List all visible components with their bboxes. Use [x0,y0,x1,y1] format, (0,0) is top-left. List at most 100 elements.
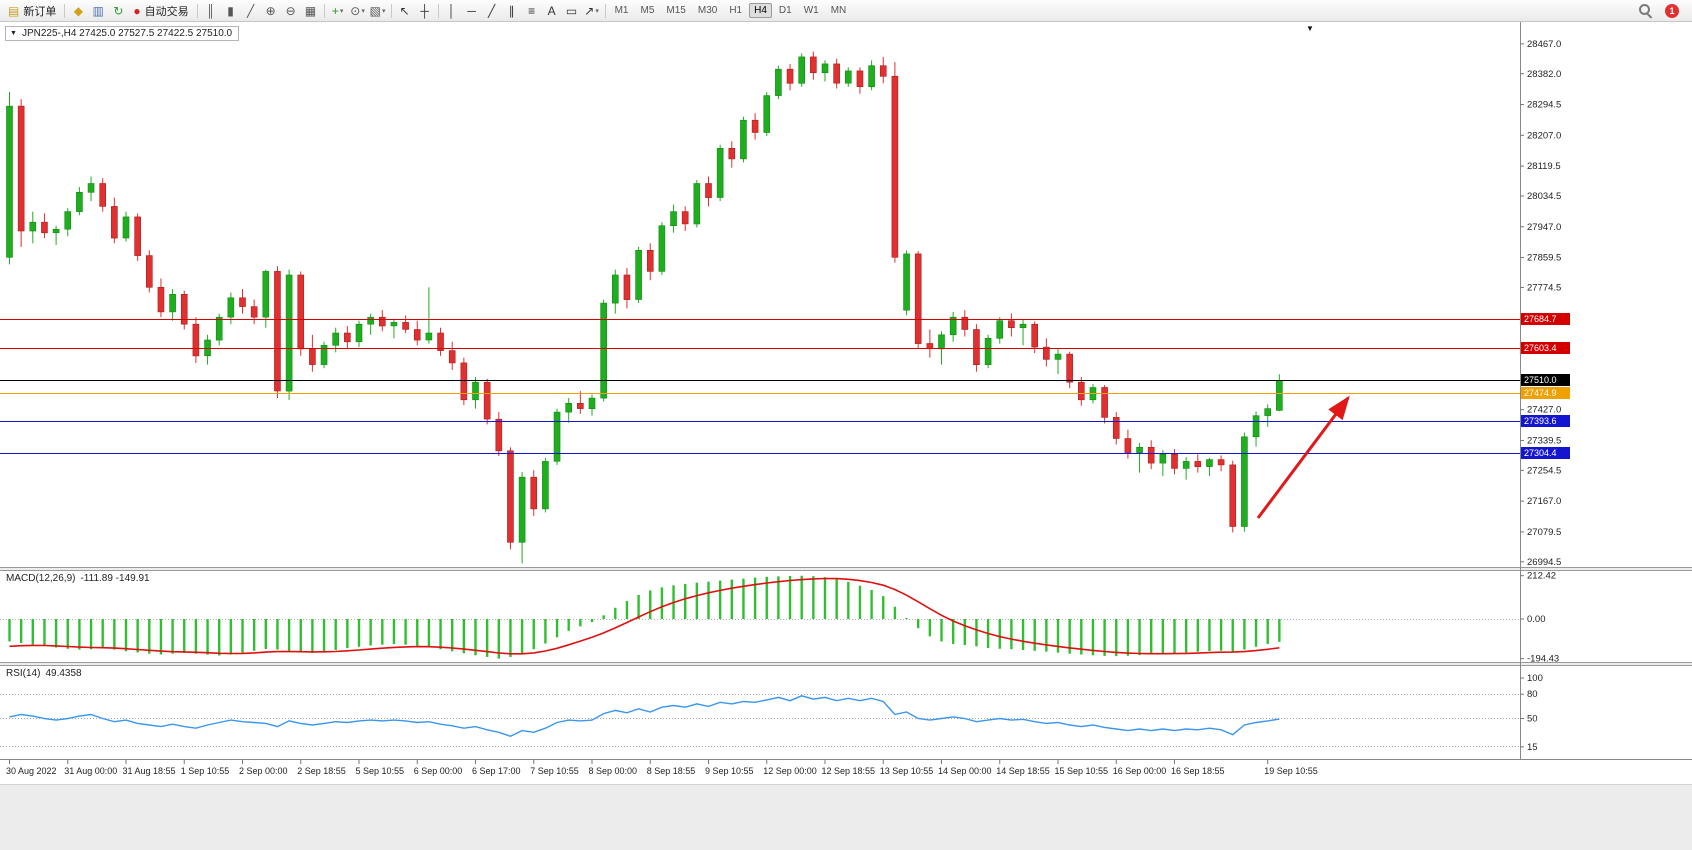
time-axis[interactable]: 30 Aug 2022 31 Aug 00:00 31 Aug 18:55 1 Sep… [6,760,1318,776]
svg-text:13 Sep 10:55: 13 Sep 10:55 [880,766,934,776]
insert-indicator-button[interactable]: + ▾ [328,2,348,19]
macd-signal-line [9,577,1280,655]
add-indicator-icon: + [331,3,339,18]
chart-canvas[interactable]: 28467.0 28382.0 28294.5 28207.0 28119.5 28034… [0,22,1692,784]
svg-text:-194.43: -194.43 [1527,654,1559,665]
period-button[interactable]: ⊙ ▾ [348,2,368,19]
timeframe-d1[interactable]: D1 [778,5,792,16]
rsi-value: 49.4358 [45,668,82,679]
fibonacci-button[interactable]: ≡ [522,2,542,19]
timeframe-mn[interactable]: MN [830,5,847,16]
template-button[interactable]: ▧ ▾ [368,2,388,19]
splitter-main-macd[interactable] [0,567,1692,571]
svg-text:15 Sep 10:55: 15 Sep 10:55 [1055,766,1109,776]
zoom-out-icon: ⊖ [285,3,296,18]
candle-chart-button[interactable]: ▮ [221,2,241,19]
timeframe-h1[interactable]: H1 [729,5,743,16]
auto-trading-button-label: 自动交易 [144,5,189,18]
clock-icon: ⊙ [350,3,361,18]
zoom-in-button[interactable]: ⊕ [261,2,281,19]
new-order-icon: ▤ [8,3,20,18]
trendline-icon: ╱ [487,3,496,18]
horizontal-line-button[interactable]: ─ [462,2,482,19]
svg-text:15: 15 [1527,742,1538,753]
chart-window[interactable]: 28467.0 28382.0 28294.5 28207.0 28119.5 28034… [0,22,1692,784]
crosshair-button[interactable]: ┼ [415,2,435,19]
svg-text:27339.5: 27339.5 [1527,435,1561,446]
tile-windows-button[interactable]: ▦ [301,2,321,19]
timeframe-m1[interactable]: M1 [614,5,629,16]
price-line-badge: 27304.4 [1521,447,1570,459]
dropdown-caret-icon: ▾ [595,7,599,15]
new-order-button[interactable]: ▤ 新订单 [3,2,61,19]
zoom-in-icon: ⊕ [265,3,276,18]
svg-text:27947.0: 27947.0 [1527,222,1561,233]
notification-badge[interactable]: 1 [1665,3,1679,18]
line-chart-button[interactable]: ╱ [241,2,261,19]
arrows-tool-button[interactable]: ↗ ▾ [582,2,602,19]
svg-text:7 Sep 10:55: 7 Sep 10:55 [530,766,579,776]
vertical-line-button[interactable]: │ [442,2,462,19]
svg-text:27079.5: 27079.5 [1527,527,1561,538]
svg-text:5 Sep 10:55: 5 Sep 10:55 [356,766,405,776]
timeframe-m30[interactable]: M30 [697,5,718,16]
label-tool-button[interactable]: ▭ [562,2,582,19]
market-watch-icon: ▥ [92,3,105,18]
refresh-button[interactable]: ↻ [108,2,128,19]
zoom-out-button[interactable]: ⊖ [281,2,301,19]
price-line-badge: 27474.9 [1521,387,1570,399]
cursor-icon: ↖ [399,3,410,18]
svg-text:6 Sep 00:00: 6 Sep 00:00 [414,766,463,776]
toolbar-separator [390,3,392,18]
chart-title: JPN225-,H4 27425.0 27527.5 27422.5 27510… [21,28,233,39]
fibonacci-icon: ≡ [528,3,536,18]
price-line-badge: 27510.0 [1521,374,1570,386]
template-icon: ▧ [369,3,381,18]
rsi-line [9,695,1280,738]
toolbar-separator [323,3,325,18]
svg-text:27167.0: 27167.0 [1527,496,1561,507]
svg-text:28207.0: 28207.0 [1527,130,1561,141]
svg-text:0.00: 0.00 [1527,614,1546,625]
svg-text:212.42: 212.42 [1527,571,1556,582]
timeframe-m15[interactable]: M15 [666,5,686,16]
splitter-macd-rsi[interactable] [0,662,1692,666]
arrow-annotation[interactable] [1256,395,1350,519]
svg-text:27254.5: 27254.5 [1527,465,1561,476]
search-button[interactable] [1635,2,1655,19]
svg-text:100: 100 [1527,673,1543,684]
toolbar-overflow-icon[interactable]: ▼ [1306,24,1314,33]
market-watch-button[interactable]: ▥ [88,2,108,19]
channel-button[interactable]: ∥ [502,2,522,19]
price-line-badge: 27603.4 [1521,342,1570,354]
svg-text:16 Sep 00:00: 16 Sep 00:00 [1113,766,1167,776]
auto-trading-icon: ● [133,3,141,18]
macd-values: -111.89 -149.91 [80,573,150,584]
price-axis[interactable]: 28467.0 28382.0 28294.5 28207.0 28119.5 28034… [1520,22,1561,759]
price-line-badge: 27393.6 [1521,415,1570,427]
toolbar: ▤ 新订单 ◆ ▥ ↻ ● 自动交易 ║ ▮ ╱ ⊕ ⊖ ▦ + ▾ ⊙ ▾ ▧ ▾ ↖ ┼ │ ─ ╱ ∥ ≡ A ▭ ↗ ▾ M1 M5 M… [0,0,1692,22]
text-tool-button[interactable]: A [542,2,562,19]
charts-profile-button[interactable]: ◆ [68,2,88,19]
candles-layer [6,51,1283,564]
svg-text:19 Sep 10:55: 19 Sep 10:55 [1264,766,1318,776]
timeframe-m5[interactable]: M5 [640,5,655,16]
timeframe-h4[interactable]: H4 [749,3,772,18]
arrow-tool-icon: ↗ [584,3,595,18]
cursor-button[interactable]: ↖ [395,2,415,19]
chart-title-box[interactable]: ▼ JPN225-,H4 27425.0 27527.5 27422.5 275… [5,26,240,41]
dropdown-caret-icon: ▾ [361,7,365,15]
vertical-line-icon: │ [447,3,456,18]
svg-text:14 Sep 18:55: 14 Sep 18:55 [996,766,1050,776]
one-click-expand-icon[interactable]: ▼ [10,30,17,37]
svg-text:28294.5: 28294.5 [1527,100,1561,111]
candle-chart-icon: ▮ [227,3,234,18]
trendline-button[interactable]: ╱ [482,2,502,19]
svg-text:28467.0: 28467.0 [1527,39,1561,50]
auto-trading-button[interactable]: ● 自动交易 [128,2,193,19]
svg-text:1 Sep 10:55: 1 Sep 10:55 [181,766,230,776]
dropdown-caret-icon: ▾ [339,7,344,15]
bar-chart-button[interactable]: ║ [201,2,221,19]
timeframe-w1[interactable]: W1 [803,5,819,16]
rsi-name: RSI(14) [6,668,41,679]
